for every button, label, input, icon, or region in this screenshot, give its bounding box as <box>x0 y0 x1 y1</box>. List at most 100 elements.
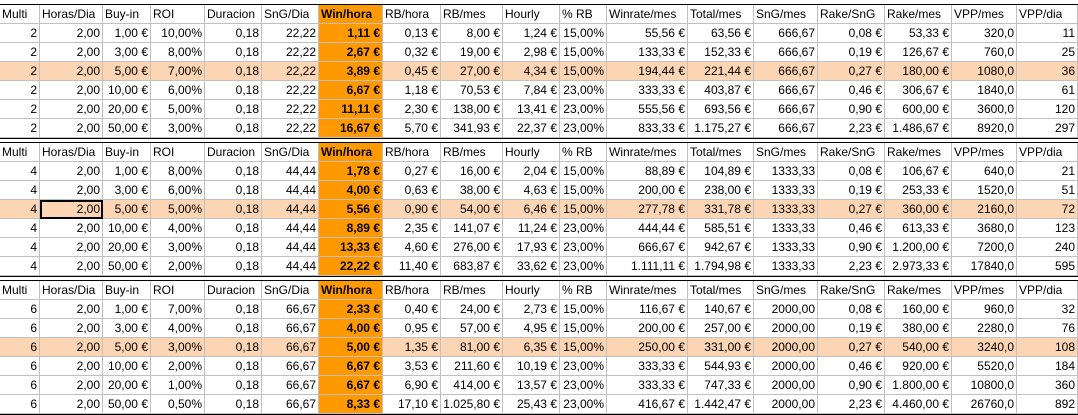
table-cell[interactable]: 141,07 € <box>441 219 503 238</box>
table-cell[interactable]: 257,00 € <box>688 319 754 338</box>
column-header[interactable]: Multi <box>0 143 40 162</box>
table-cell[interactable]: 250,00 € <box>607 338 688 357</box>
table-cell[interactable]: 0,08 € <box>818 162 885 181</box>
table-cell[interactable]: 4 <box>0 219 40 238</box>
table-cell[interactable]: 2,00 <box>40 200 103 219</box>
table-cell[interactable]: 2,00 <box>40 395 103 414</box>
table-cell[interactable]: 6,67 € <box>319 376 383 395</box>
table-cell[interactable]: 6 <box>0 319 40 338</box>
table-cell[interactable]: 72 <box>1017 200 1078 219</box>
table-cell[interactable]: 2.973,33 € <box>885 257 952 276</box>
table-cell[interactable]: 211,60 € <box>441 357 503 376</box>
table-cell[interactable]: 23,00% <box>560 376 607 395</box>
table-cell[interactable]: 0,63 € <box>383 181 441 200</box>
table-cell[interactable]: 4 <box>0 162 40 181</box>
table-cell[interactable]: 5,70 € <box>383 119 441 138</box>
table-cell[interactable]: 22,22 <box>262 81 319 100</box>
table-cell[interactable]: 7,00% <box>151 62 205 81</box>
table-cell[interactable]: 0,18 <box>205 357 262 376</box>
table-cell[interactable]: 3,00 € <box>103 43 151 62</box>
table-cell[interactable]: 1840,0 <box>952 81 1017 100</box>
table-cell[interactable]: 76 <box>1017 319 1078 338</box>
table-cell[interactable]: 333,33 € <box>607 357 688 376</box>
table-cell[interactable]: 0,18 <box>205 376 262 395</box>
table-cell[interactable]: 0,27 € <box>383 162 441 181</box>
column-header[interactable]: Win/hora <box>319 281 383 300</box>
table-cell[interactable]: 22,22 € <box>319 257 383 276</box>
table-cell[interactable]: 942,67 € <box>688 238 754 257</box>
column-header[interactable]: ROI <box>151 5 205 24</box>
table-cell[interactable]: 666,67 <box>754 100 818 119</box>
table-cell[interactable]: 23,00% <box>560 257 607 276</box>
table-cell[interactable]: 6,90 € <box>383 376 441 395</box>
table-cell[interactable]: 0,08 € <box>818 24 885 43</box>
table-cell[interactable]: 2,00 <box>40 119 103 138</box>
table-cell[interactable]: 5,00 € <box>103 338 151 357</box>
table-cell[interactable]: 2,00 <box>40 238 103 257</box>
table-cell[interactable]: 444,44 € <box>607 219 688 238</box>
table-cell[interactable]: 333,33 € <box>607 81 688 100</box>
table-cell[interactable]: 0,13 € <box>383 24 441 43</box>
table-cell[interactable]: 22,22 <box>262 62 319 81</box>
table-cell[interactable]: 683,87 € <box>441 257 503 276</box>
table-cell[interactable]: 53,33 € <box>885 24 952 43</box>
column-header[interactable]: Winrate/mes <box>607 143 688 162</box>
table-cell[interactable]: 194,44 € <box>607 62 688 81</box>
table-cell[interactable]: 4,00 € <box>319 319 383 338</box>
table-cell[interactable]: 20,00 € <box>103 376 151 395</box>
table-cell[interactable]: 920,00 € <box>885 357 952 376</box>
table-cell[interactable]: 544,93 € <box>688 357 754 376</box>
table-cell[interactable]: 6,67 € <box>319 81 383 100</box>
table-cell[interactable]: 253,33 € <box>885 181 952 200</box>
table-cell[interactable]: 17840,0 <box>952 257 1017 276</box>
column-header[interactable]: ROI <box>151 143 205 162</box>
column-header[interactable]: Horas/Dia <box>40 5 103 24</box>
table-cell[interactable]: 2000,00 <box>754 300 818 319</box>
table-cell[interactable]: 25 <box>1017 43 1078 62</box>
table-cell[interactable]: 5,00 € <box>103 200 151 219</box>
table-cell[interactable]: 2,00% <box>151 257 205 276</box>
table-cell[interactable]: 15,00% <box>560 319 607 338</box>
table-cell[interactable]: 2,00 <box>40 219 103 238</box>
table-cell[interactable]: 33,62 € <box>503 257 560 276</box>
table-cell[interactable]: 10,00% <box>151 24 205 43</box>
table-cell[interactable]: 13,57 € <box>503 376 560 395</box>
table-cell[interactable]: 3680,0 <box>952 219 1017 238</box>
table-cell[interactable]: 23,00% <box>560 81 607 100</box>
table-cell[interactable]: 3240,0 <box>952 338 1017 357</box>
column-header[interactable]: ROI <box>151 281 205 300</box>
table-cell[interactable]: 54,00 € <box>441 200 503 219</box>
column-header[interactable]: Multi <box>0 5 40 24</box>
table-cell[interactable]: 613,33 € <box>885 219 952 238</box>
table-cell[interactable]: 6 <box>0 376 40 395</box>
table-cell[interactable]: 297 <box>1017 119 1078 138</box>
table-cell[interactable]: 1.442,47 € <box>688 395 754 414</box>
table-cell[interactable]: 833,33 € <box>607 119 688 138</box>
column-header[interactable]: % RB <box>560 281 607 300</box>
table-cell[interactable]: 11,11 € <box>319 100 383 119</box>
table-cell[interactable]: 10,00 € <box>103 81 151 100</box>
table-cell[interactable]: 1333,33 <box>754 162 818 181</box>
table-cell[interactable]: 8,00% <box>151 43 205 62</box>
table-cell[interactable]: 414,00 € <box>441 376 503 395</box>
table-cell[interactable]: 22,22 <box>262 119 319 138</box>
table-cell[interactable]: 0,45 € <box>383 62 441 81</box>
table-cell[interactable]: 22,22 <box>262 43 319 62</box>
table-cell[interactable]: 3,89 € <box>319 62 383 81</box>
table-cell[interactable]: 640,0 <box>952 162 1017 181</box>
table-cell[interactable]: 1,00 € <box>103 162 151 181</box>
table-cell[interactable]: 23,00% <box>560 238 607 257</box>
table-cell[interactable]: 8,89 € <box>319 219 383 238</box>
table-cell[interactable]: 32 <box>1017 300 1078 319</box>
table-cell[interactable]: 1.175,27 € <box>688 119 754 138</box>
table-cell[interactable]: 600,00 € <box>885 100 952 119</box>
table-cell[interactable]: 666,67 <box>754 62 818 81</box>
table-cell[interactable]: 403,87 € <box>688 81 754 100</box>
table-cell[interactable]: 184 <box>1017 357 1078 376</box>
table-cell[interactable]: 1,78 € <box>319 162 383 181</box>
table-cell[interactable]: 2 <box>0 81 40 100</box>
table-cell[interactable]: 1,18 € <box>383 81 441 100</box>
table-cell[interactable]: 0,90 € <box>818 100 885 119</box>
column-header[interactable]: Rake/mes <box>885 5 952 24</box>
table-cell[interactable]: 23,00% <box>560 219 607 238</box>
